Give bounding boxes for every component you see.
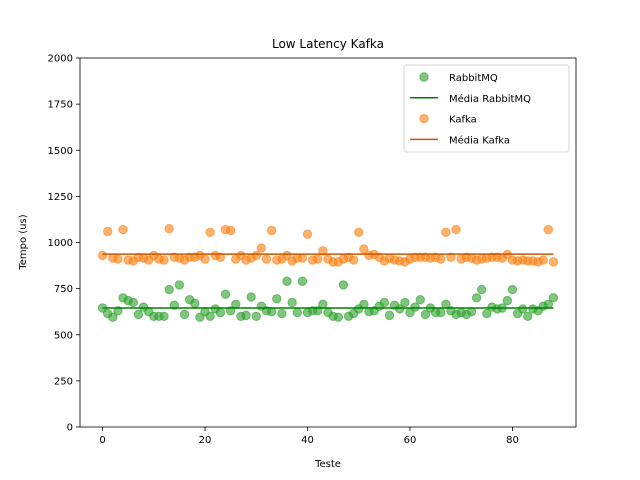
rabbitmq-point (415, 294, 425, 305)
kafka-point (297, 253, 308, 263)
legend-box (403, 64, 570, 153)
kafka-point (451, 224, 461, 235)
rabbitmq-point (215, 307, 226, 318)
y-tick-label: 500 (54, 330, 73, 341)
kafka-point (164, 223, 174, 234)
rabbitmq-point (241, 310, 251, 321)
rabbitmq-point (436, 307, 446, 318)
rabbitmq-point (277, 308, 287, 319)
rabbitmq-point (251, 311, 261, 321)
kafka-point (261, 254, 272, 264)
rabbitmq-point (297, 276, 308, 286)
axes: 0 20 40 60 80 0 250 500 750 1000 1250 1500 1750 2000 (48, 54, 577, 446)
kafka-point (266, 225, 277, 236)
kafka-point (215, 252, 226, 262)
rabbitmq-point (471, 293, 482, 303)
kafka-point (97, 250, 108, 261)
rabbitmq-point (502, 295, 513, 306)
rabbitmq-point (338, 280, 349, 290)
rabbitmq-point (272, 294, 282, 304)
kafka-point (251, 250, 261, 261)
rabbitmq-point (410, 302, 420, 312)
x-tick-label: 80 (506, 435, 519, 446)
legend-label-kafka: Kafka (449, 115, 477, 126)
kafka-point (113, 254, 123, 264)
rabbitmq-point (205, 311, 215, 321)
rabbitmq-point (179, 309, 190, 320)
legend-marker-kafka (419, 113, 429, 124)
legend-label-m-dia-kafka: Média Kafka (449, 134, 510, 146)
kafka-point (359, 244, 369, 254)
rabbitmq-point (318, 299, 328, 310)
kafka-point (441, 227, 451, 238)
legend-label-rabbitmq: RabbitMQ (449, 73, 498, 84)
x-axis-title: Teste (314, 459, 341, 470)
rabbitmq-point (220, 289, 231, 299)
kafka-point (436, 254, 446, 264)
rabbitmq-point (518, 304, 528, 314)
kafka-point (225, 225, 236, 236)
y-tick-label: 1000 (48, 238, 73, 249)
rabbitmq-point (190, 298, 200, 309)
rabbitmq-point (523, 311, 533, 321)
y-axis-title: Tempo (us) (18, 214, 29, 270)
rabbitmq-point (400, 297, 410, 308)
x-tick-label: 60 (404, 435, 417, 446)
y-tick-label: 2000 (48, 54, 73, 65)
rabbitmq-point (282, 276, 292, 286)
rabbitmq-point (108, 312, 118, 322)
kafka-point (102, 226, 113, 237)
kafka-point (538, 255, 548, 265)
rabbitmq-point (231, 299, 241, 310)
y-tick-label: 1500 (48, 146, 73, 157)
legend-marker-rabbitmq (419, 72, 429, 82)
rabbitmq-point (292, 307, 302, 318)
rabbitmq-point (395, 304, 405, 314)
y-tick-label: 250 (54, 376, 73, 387)
rabbitmq-point (482, 308, 492, 319)
rabbitmq-point (379, 297, 390, 308)
legend: RabbitMQ Média RabbitMQ Kafka Média Kafka (403, 64, 570, 153)
kafka-point (302, 229, 313, 239)
y-tick-label: 1750 (48, 100, 73, 111)
rabbitmq-point (548, 293, 559, 303)
kafka-point (354, 227, 364, 238)
y-tick-label: 0 (67, 423, 73, 434)
kafka-point (200, 254, 210, 264)
kafka-point (543, 224, 554, 235)
rabbitmq-point (128, 297, 138, 308)
kafka-point (205, 227, 215, 238)
rabbitmq-point (507, 284, 518, 295)
rabbitmq-point (164, 284, 174, 295)
kafka-point (548, 257, 559, 267)
kafka-point (313, 254, 323, 264)
rabbitmq-point (246, 292, 256, 302)
y-tick-label: 1250 (48, 192, 73, 203)
rabbitmq-point (159, 311, 169, 321)
kafka-point (348, 255, 359, 265)
x-tick-label: 0 (99, 435, 105, 446)
rabbitmq-point (133, 309, 144, 320)
y-tick-label: 750 (54, 284, 73, 295)
kafka-point (318, 246, 328, 256)
rabbitmq-point (174, 280, 185, 290)
rabbitmq-point (420, 309, 431, 320)
rabbitmq-point (477, 284, 487, 295)
rabbitmq-point (287, 297, 297, 308)
rabbitmq-point (384, 310, 395, 321)
kafka-point (446, 252, 456, 262)
plot-area (97, 223, 559, 322)
kafka-point (159, 255, 169, 265)
rabbitmq-point (359, 299, 369, 310)
kafka-point (118, 224, 128, 235)
x-tick-label: 20 (199, 435, 212, 446)
x-tick-label: 40 (301, 435, 314, 446)
rabbitmq-point (333, 312, 343, 322)
kafka-point (256, 243, 267, 253)
chart-title: Low Latency Kafka (272, 37, 384, 51)
legend-label-m-dia-rabbitmq: Média RabbitMQ (449, 93, 531, 105)
